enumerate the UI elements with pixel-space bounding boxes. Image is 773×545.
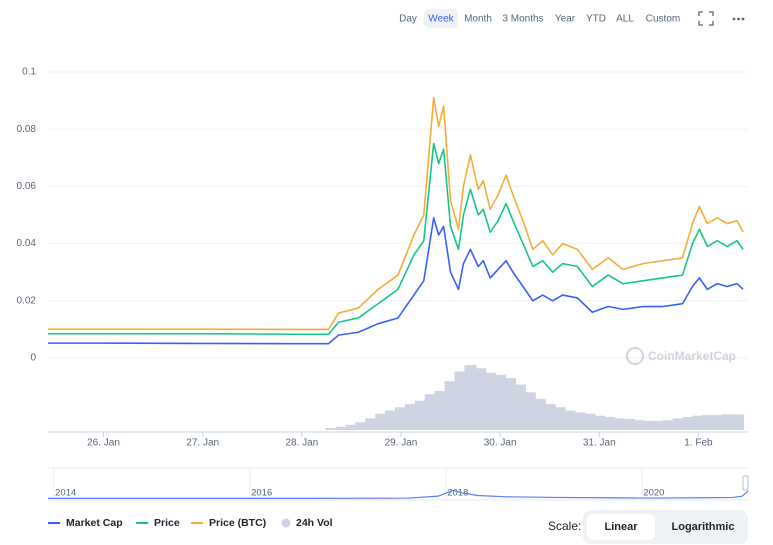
range-button[interactable]: Day: [399, 14, 417, 25]
volume-bar: [444, 381, 457, 430]
volume-bar: [553, 407, 566, 430]
range-button[interactable]: 3 Months: [502, 14, 543, 25]
volume-bar: [623, 418, 636, 430]
watermark: CoinMarketCap: [626, 347, 736, 365]
legend-label[interactable]: Price: [154, 517, 180, 529]
series-line: [48, 142, 744, 336]
volume-bar: [355, 422, 368, 430]
volume-bar: [424, 394, 437, 430]
volume-bar: [523, 392, 536, 430]
volume-bar: [454, 371, 467, 430]
y-tick-label: 0.06: [17, 181, 37, 192]
volume-bar: [672, 418, 685, 430]
volume-bar: [652, 420, 665, 430]
volume-bar: [603, 417, 616, 430]
navigator-tick-label: 2020: [643, 488, 664, 499]
x-tick-label: 26. Jan: [87, 438, 120, 449]
navigator-handle[interactable]: [742, 475, 749, 491]
range-button[interactable]: Year: [555, 14, 576, 25]
y-tick-label: 0.1: [22, 67, 36, 78]
range-button[interactable]: Week: [428, 14, 454, 25]
volume-bar: [494, 374, 507, 430]
volume-bar: [434, 391, 447, 430]
volume-bar: [662, 420, 675, 430]
volume-bar: [573, 412, 586, 430]
y-tick-label: 0: [30, 353, 36, 364]
volume-bar: [732, 414, 745, 430]
x-tick-label: 27. Jan: [186, 438, 219, 449]
more-icon[interactable]: [732, 17, 745, 21]
range-button-bg[interactable]: [424, 9, 458, 28]
fullscreen-icon[interactable]: [698, 11, 714, 26]
scale-label: Scale:: [548, 519, 581, 533]
volume-bar: [484, 372, 497, 430]
volume-bar: [504, 378, 517, 430]
volume-bar: [642, 420, 655, 430]
watermark-text: CoinMarketCap: [648, 349, 736, 363]
navigator-line: [48, 489, 749, 499]
volume-bar: [474, 368, 487, 430]
volume-bar: [613, 418, 626, 430]
series-line: [48, 96, 744, 331]
volume-bar: [682, 417, 695, 430]
y-tick-label: 0.04: [17, 238, 37, 249]
volume-bar: [375, 413, 388, 430]
volume-bar: [722, 414, 735, 430]
watermark-logo: [626, 347, 644, 365]
legend-label[interactable]: 24h Vol: [296, 517, 333, 529]
legend-label[interactable]: Price (BTC): [209, 517, 266, 529]
y-tick-label: 0.02: [17, 295, 37, 306]
scale-option[interactable]: Linear: [604, 521, 638, 533]
range-button[interactable]: Custom: [646, 14, 680, 25]
navigator-tick-label: 2018: [447, 488, 468, 499]
volume-bar: [702, 415, 715, 430]
range-button[interactable]: YTD: [586, 14, 606, 25]
volume-bar: [563, 410, 576, 430]
volume-bar: [543, 404, 556, 430]
x-tick-label: 31. Jan: [583, 438, 616, 449]
range-button[interactable]: Month: [464, 14, 492, 25]
volume-bar: [513, 384, 526, 430]
x-tick-label: 28. Jan: [285, 438, 318, 449]
x-tick-label: 30. Jan: [484, 438, 517, 449]
scale-option[interactable]: Logarithmic: [672, 521, 735, 533]
volume-bar: [632, 420, 645, 430]
range-button[interactable]: ALL: [616, 14, 634, 25]
volume-bar: [583, 413, 596, 430]
x-tick-label: 29. Jan: [385, 438, 418, 449]
legend-label[interactable]: Market Cap: [66, 517, 123, 529]
volume-bar: [345, 424, 358, 430]
navigator-tick-label: 2016: [251, 488, 272, 499]
series-line: [48, 217, 744, 345]
volume-bar: [533, 398, 546, 430]
x-tick-label: 1. Feb: [684, 438, 713, 449]
volume-bar: [414, 400, 427, 430]
volume-bar: [692, 415, 705, 430]
volume-bar: [335, 426, 348, 430]
scale-option-bg[interactable]: [587, 514, 655, 540]
volume-bar: [385, 410, 398, 430]
volume-bar: [365, 418, 378, 430]
navigator-tick-label: 2014: [55, 488, 76, 499]
y-tick-label: 0.08: [17, 124, 37, 135]
volume-bar: [394, 407, 407, 430]
volume-bar: [464, 365, 477, 430]
volume-bar: [593, 415, 606, 430]
volume-bar: [404, 404, 417, 430]
legend-swatch[interactable]: [281, 518, 291, 528]
volume-bar: [712, 415, 725, 430]
volume-bar: [325, 428, 338, 430]
